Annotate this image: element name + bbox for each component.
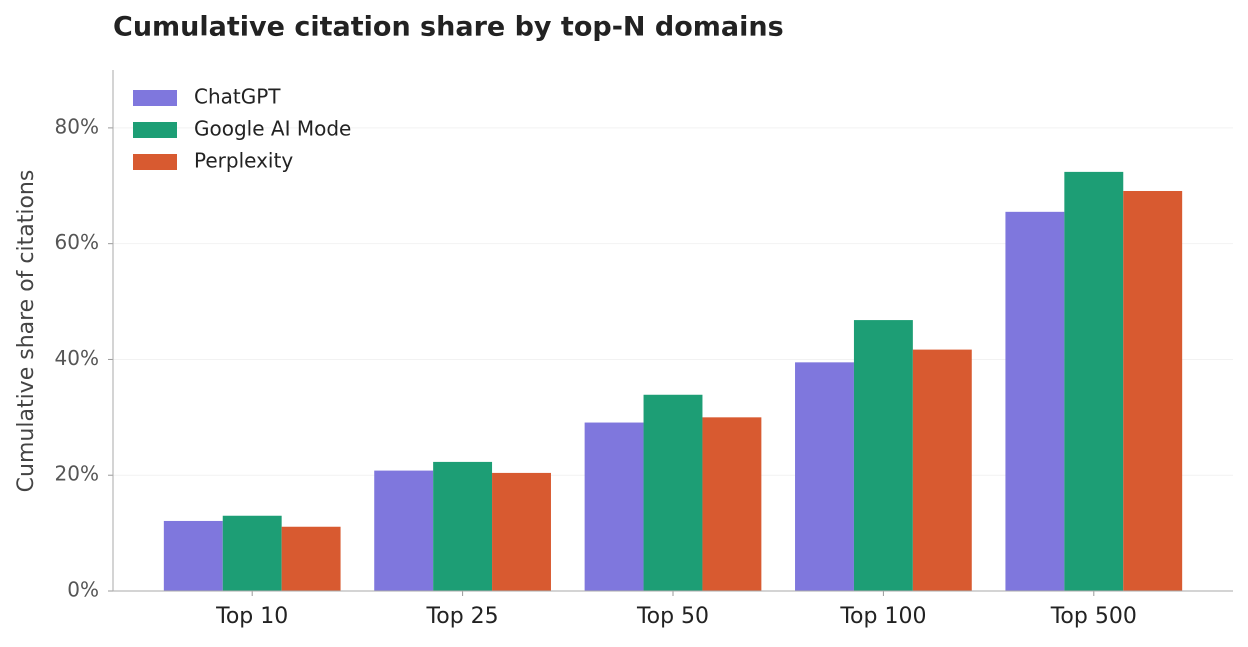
x-tick-label: Top 25	[426, 604, 499, 629]
x-tick-label: Top 500	[1050, 604, 1137, 629]
x-tick-label: Top 10	[215, 604, 288, 629]
legend-label: ChatGPT	[194, 85, 281, 109]
bar	[795, 362, 854, 591]
bar	[853, 320, 913, 591]
bar	[912, 349, 972, 591]
bar	[281, 526, 341, 591]
chart-title: Cumulative citation share by top-N domai…	[113, 12, 784, 43]
bar	[222, 515, 282, 591]
y-tick-label: 40%	[55, 346, 99, 370]
bar	[584, 422, 644, 591]
legend-label: Google AI Mode	[194, 117, 351, 141]
bar	[702, 417, 762, 591]
bar	[433, 461, 493, 591]
bar	[1123, 190, 1183, 591]
bar	[492, 472, 551, 591]
legend-swatch	[133, 122, 177, 138]
legend-swatch	[133, 90, 177, 106]
x-tick-label: Top 50	[636, 604, 709, 629]
bar	[163, 520, 223, 591]
legend-swatch	[133, 154, 177, 170]
bar	[643, 394, 703, 591]
y-tick-label: 0%	[67, 578, 99, 602]
bar	[374, 470, 434, 591]
bar	[1064, 171, 1124, 591]
y-axis-label: Cumulative share of citations	[14, 170, 39, 493]
x-tick-label: Top 100	[839, 604, 926, 629]
y-tick-label: 20%	[55, 462, 99, 486]
y-tick-label: 60%	[55, 230, 99, 254]
bar	[1005, 211, 1065, 592]
y-tick-label: 80%	[55, 114, 99, 138]
legend-label: Perplexity	[194, 149, 293, 173]
